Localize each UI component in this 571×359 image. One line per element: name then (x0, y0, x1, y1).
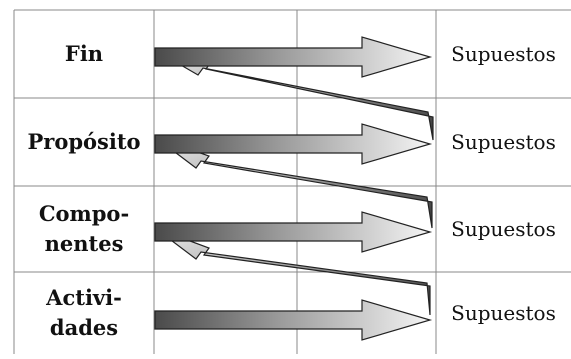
assumption-cell-3: Supuestos (451, 217, 556, 241)
row-label-fin: Fin (14, 10, 154, 98)
grid (13, 9, 571, 354)
row-label-fin-text: Fin (64, 41, 104, 66)
row-label-actividades-line-2: dades (49, 315, 119, 340)
row-label-proposito: Propósito (14, 98, 154, 186)
horizontal-arrow-3 (154, 211, 433, 253)
row-label-actividades: Activi- dades (14, 272, 154, 354)
row-label-actividades-line-1: Activi- (46, 285, 122, 310)
horizontal-arrow-2 (154, 123, 433, 165)
assumption-cell-4: Supuestos (451, 301, 556, 325)
horizontal-arrow-1 (154, 36, 433, 78)
assumption-cell-2: Supuestos (451, 130, 556, 154)
row-label-componentes: Compo- nentes (14, 186, 154, 272)
row-label-componentes-line-1: Compo- (38, 201, 130, 226)
row-label-componentes-line-2: nentes (44, 231, 124, 256)
assumption-cell-1: Supuestos (451, 42, 556, 66)
row-label-proposito-text: Propósito (27, 129, 141, 154)
horizontal-arrow-4 (154, 299, 433, 341)
